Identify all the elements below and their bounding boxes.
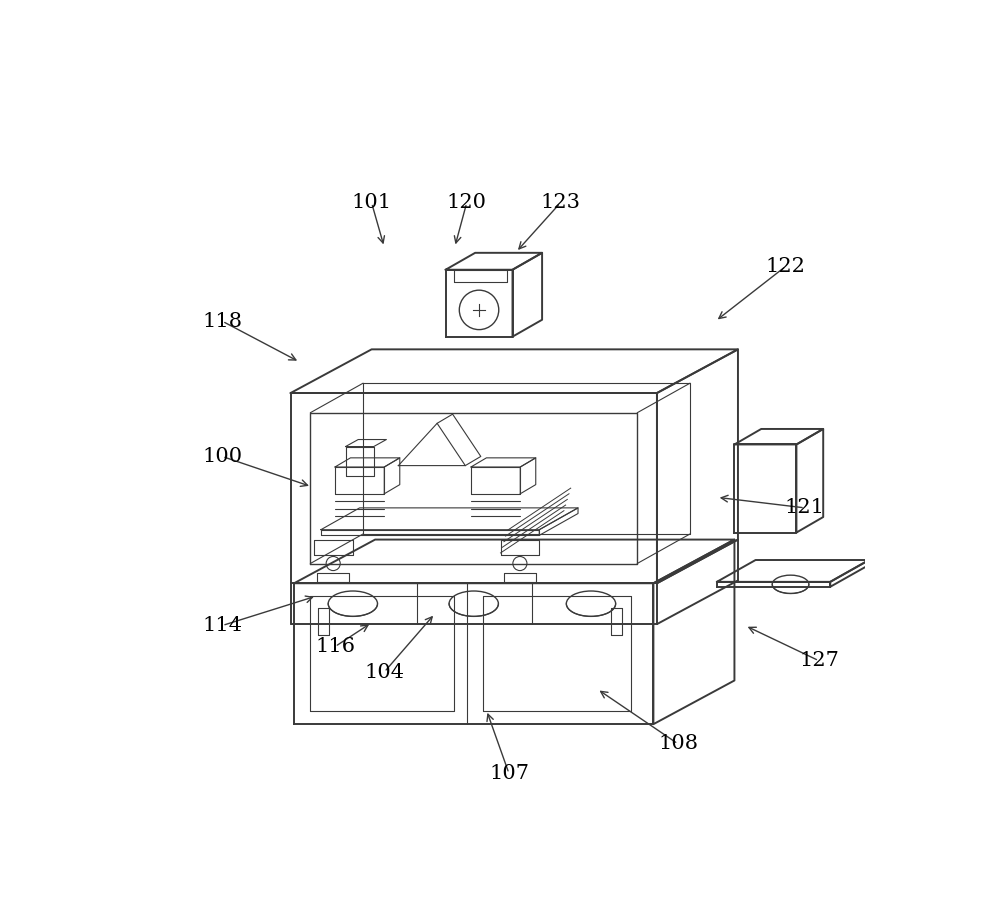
Text: 108: 108 <box>658 735 698 753</box>
Text: 127: 127 <box>799 651 839 671</box>
Text: 121: 121 <box>785 499 825 517</box>
Text: 120: 120 <box>447 193 487 212</box>
Text: 116: 116 <box>315 637 355 656</box>
Text: 122: 122 <box>766 257 806 275</box>
Text: 101: 101 <box>352 193 392 212</box>
Text: 118: 118 <box>202 312 242 330</box>
Text: 100: 100 <box>202 447 242 466</box>
Text: 123: 123 <box>540 193 580 212</box>
Text: 104: 104 <box>364 662 404 682</box>
Text: 114: 114 <box>202 616 242 635</box>
Text: 107: 107 <box>489 764 529 783</box>
